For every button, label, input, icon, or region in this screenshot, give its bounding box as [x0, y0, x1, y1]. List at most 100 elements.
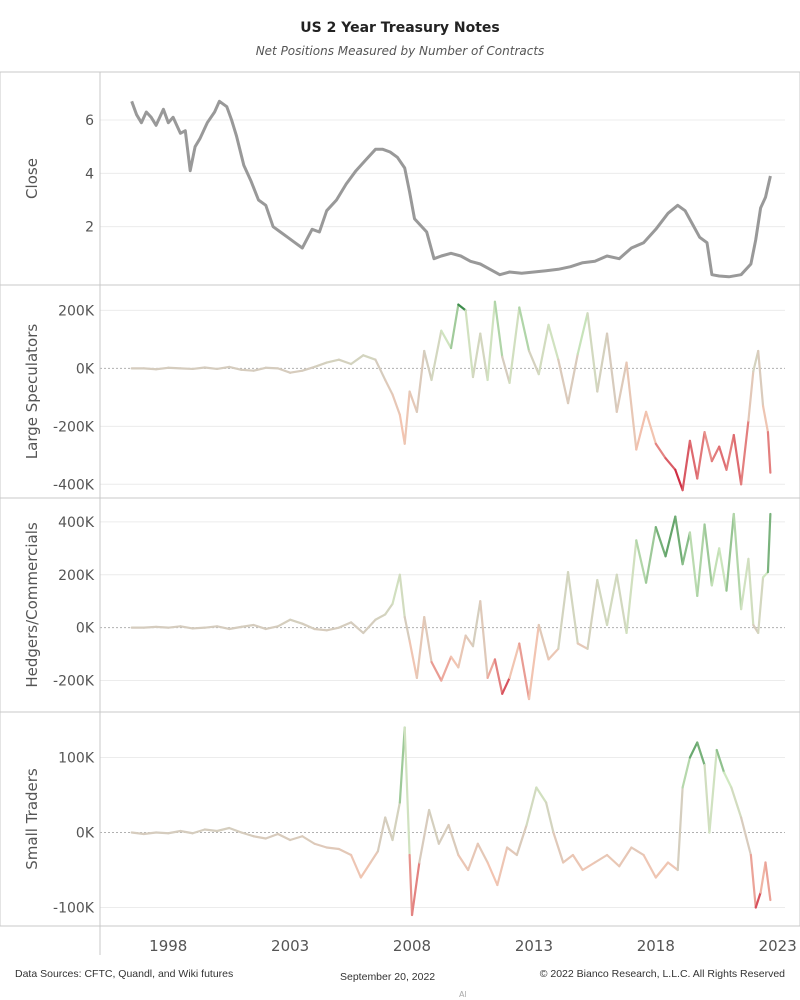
- series-segment: [681, 439, 692, 492]
- series-segment: [566, 571, 579, 645]
- series-segment: [674, 468, 684, 492]
- series-segment: [313, 842, 328, 849]
- series-segment: [688, 531, 699, 598]
- series-segment: [625, 539, 638, 635]
- series-segment: [423, 615, 433, 664]
- series-segment: [430, 660, 443, 682]
- series-segment: [154, 366, 170, 371]
- y-axis-label: Close: [23, 158, 41, 199]
- series-segment: [654, 526, 667, 558]
- series-segment: [228, 625, 243, 631]
- series-segment: [142, 625, 158, 629]
- series-segment: [215, 625, 231, 631]
- series-segment: [130, 831, 145, 836]
- series-segment: [696, 523, 706, 598]
- series-segment: [761, 404, 770, 434]
- series-segment: [415, 349, 426, 413]
- series-segment: [527, 349, 540, 376]
- series-segment: [325, 358, 340, 364]
- series-segment: [515, 823, 528, 857]
- series-segment: [635, 410, 648, 451]
- series-segment: [403, 615, 411, 642]
- series-segment: [596, 332, 609, 393]
- series-segment: [501, 355, 511, 384]
- series-segment: [167, 366, 182, 370]
- series-segment: [496, 846, 509, 887]
- y-tick-label: 0K: [76, 826, 95, 842]
- y-tick-label: 200K: [58, 568, 95, 584]
- series-segment: [718, 445, 728, 471]
- series-segment: [740, 419, 750, 486]
- x-tick-label: 2008: [393, 937, 431, 955]
- series-segment: [301, 622, 316, 631]
- series-segment: [615, 573, 628, 635]
- watermark-text: Al: [459, 990, 467, 999]
- panel-frame: [0, 284, 800, 499]
- series-segment: [571, 853, 584, 872]
- series-segment: [759, 861, 767, 894]
- series-segment: [349, 354, 365, 366]
- series-segment: [449, 303, 460, 350]
- series-segment: [479, 600, 489, 680]
- series-segment: [562, 853, 575, 864]
- series-segment: [252, 623, 267, 631]
- series-segment: [191, 366, 206, 371]
- series-segment: [615, 361, 628, 413]
- series-segment: [630, 846, 645, 857]
- series-segment: [696, 431, 706, 480]
- series-segment: [440, 329, 453, 350]
- series-segment: [576, 312, 589, 355]
- series-segment: [732, 512, 743, 611]
- series-segment: [730, 786, 743, 819]
- series-segment: [688, 439, 699, 480]
- series-segment: [179, 829, 194, 835]
- series-segment: [403, 726, 411, 857]
- series-segment: [757, 349, 765, 408]
- series-segment: [508, 306, 521, 384]
- series-segment: [715, 748, 726, 774]
- x-tick-label: 2018: [637, 937, 675, 955]
- y-tick-label: 100K: [58, 751, 95, 767]
- series-segment: [313, 361, 328, 369]
- series-segment: [252, 366, 267, 372]
- series-segment: [374, 613, 387, 621]
- series-segment: [325, 626, 340, 632]
- series-segment: [566, 352, 579, 405]
- series-segment: [547, 323, 560, 361]
- series-segment: [301, 835, 316, 845]
- y-tick-label: 200K: [58, 303, 95, 319]
- chart-subtitle: Net Positions Measured by Number of Cont…: [255, 44, 545, 58]
- series-segment: [708, 748, 718, 834]
- series-segment: [289, 835, 304, 842]
- series-segment: [398, 413, 406, 445]
- series-segment: [557, 571, 570, 650]
- series-segment: [664, 457, 677, 471]
- series-segment: [593, 853, 609, 864]
- series-segment: [337, 847, 353, 857]
- series-segment: [703, 763, 711, 834]
- x-tick-label: 1998: [149, 937, 187, 955]
- series-segment: [240, 831, 255, 838]
- series-segment: [722, 771, 733, 789]
- chart-title: US 2 Year Treasury Notes: [300, 20, 500, 36]
- panel-frame: [0, 497, 800, 713]
- series-segment: [325, 846, 340, 851]
- series-segment: [535, 786, 548, 804]
- series-segment: [576, 642, 589, 650]
- series-segment: [618, 846, 633, 868]
- series-segment: [418, 808, 431, 864]
- y-tick-label: -200K: [53, 419, 95, 435]
- series-segment: [391, 393, 401, 416]
- series-segment: [203, 625, 219, 629]
- series-segment: [349, 853, 362, 879]
- series-segment: [654, 861, 670, 879]
- series-segment: [725, 512, 735, 592]
- series-segment: [740, 816, 752, 857]
- series-segment: [527, 623, 540, 701]
- series-segment: [167, 829, 182, 835]
- series-segment: [457, 634, 467, 669]
- series-segment: [676, 786, 684, 872]
- series-segment: [754, 891, 762, 909]
- series-segment: [215, 365, 231, 371]
